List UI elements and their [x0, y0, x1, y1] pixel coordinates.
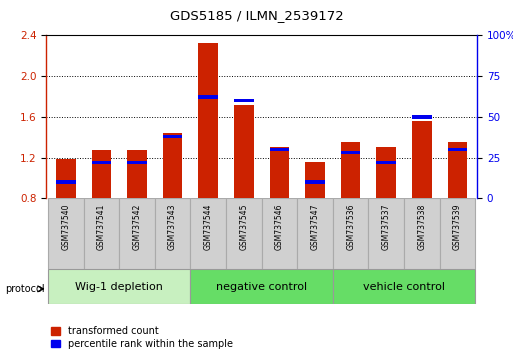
Bar — [84, 198, 119, 269]
Legend: transformed count, percentile rank within the sample: transformed count, percentile rank withi… — [51, 326, 232, 349]
Bar — [190, 198, 226, 269]
Bar — [341, 142, 361, 198]
Text: GDS5185 / ILMN_2539172: GDS5185 / ILMN_2539172 — [170, 9, 343, 22]
Bar — [155, 198, 190, 269]
Bar — [163, 135, 183, 138]
Bar — [377, 161, 396, 164]
Bar — [48, 198, 84, 269]
Bar — [448, 142, 467, 198]
Text: GSM737539: GSM737539 — [453, 204, 462, 250]
Text: GSM737547: GSM737547 — [310, 204, 320, 250]
Bar — [270, 147, 289, 198]
Text: GSM737543: GSM737543 — [168, 204, 177, 250]
Bar — [305, 180, 325, 184]
Text: Wig-1 depletion: Wig-1 depletion — [75, 282, 163, 292]
Bar — [412, 115, 431, 119]
Text: protocol: protocol — [5, 284, 45, 293]
Text: GSM737545: GSM737545 — [240, 204, 248, 250]
Bar — [448, 148, 467, 151]
Bar — [226, 198, 262, 269]
Text: GSM737538: GSM737538 — [418, 204, 426, 250]
Text: GSM737537: GSM737537 — [382, 204, 391, 250]
Bar — [333, 198, 368, 269]
Bar — [119, 198, 155, 269]
Bar — [305, 161, 325, 198]
Bar — [270, 148, 289, 151]
Text: vehicle control: vehicle control — [363, 282, 445, 292]
Bar — [199, 96, 218, 99]
Text: GSM737541: GSM737541 — [97, 204, 106, 250]
Bar — [56, 180, 75, 184]
Bar — [92, 161, 111, 164]
Bar — [234, 105, 253, 198]
Bar — [48, 269, 190, 304]
Text: GSM737546: GSM737546 — [275, 204, 284, 250]
Text: GSM737542: GSM737542 — [132, 204, 142, 250]
Text: GSM737544: GSM737544 — [204, 204, 213, 250]
Bar — [297, 198, 333, 269]
Bar — [440, 198, 476, 269]
Bar — [199, 42, 218, 198]
Bar — [127, 161, 147, 164]
Bar — [262, 198, 297, 269]
Text: GSM737540: GSM737540 — [61, 204, 70, 250]
Bar — [404, 198, 440, 269]
Text: negative control: negative control — [216, 282, 307, 292]
Bar — [127, 150, 147, 198]
Bar — [163, 133, 183, 198]
Text: GSM737536: GSM737536 — [346, 204, 355, 250]
Bar — [333, 269, 476, 304]
Bar — [377, 147, 396, 198]
Bar — [412, 121, 431, 198]
Bar — [56, 159, 75, 198]
Bar — [368, 198, 404, 269]
Bar — [234, 99, 253, 102]
Bar — [190, 269, 333, 304]
Bar — [341, 151, 361, 154]
Bar — [92, 150, 111, 198]
